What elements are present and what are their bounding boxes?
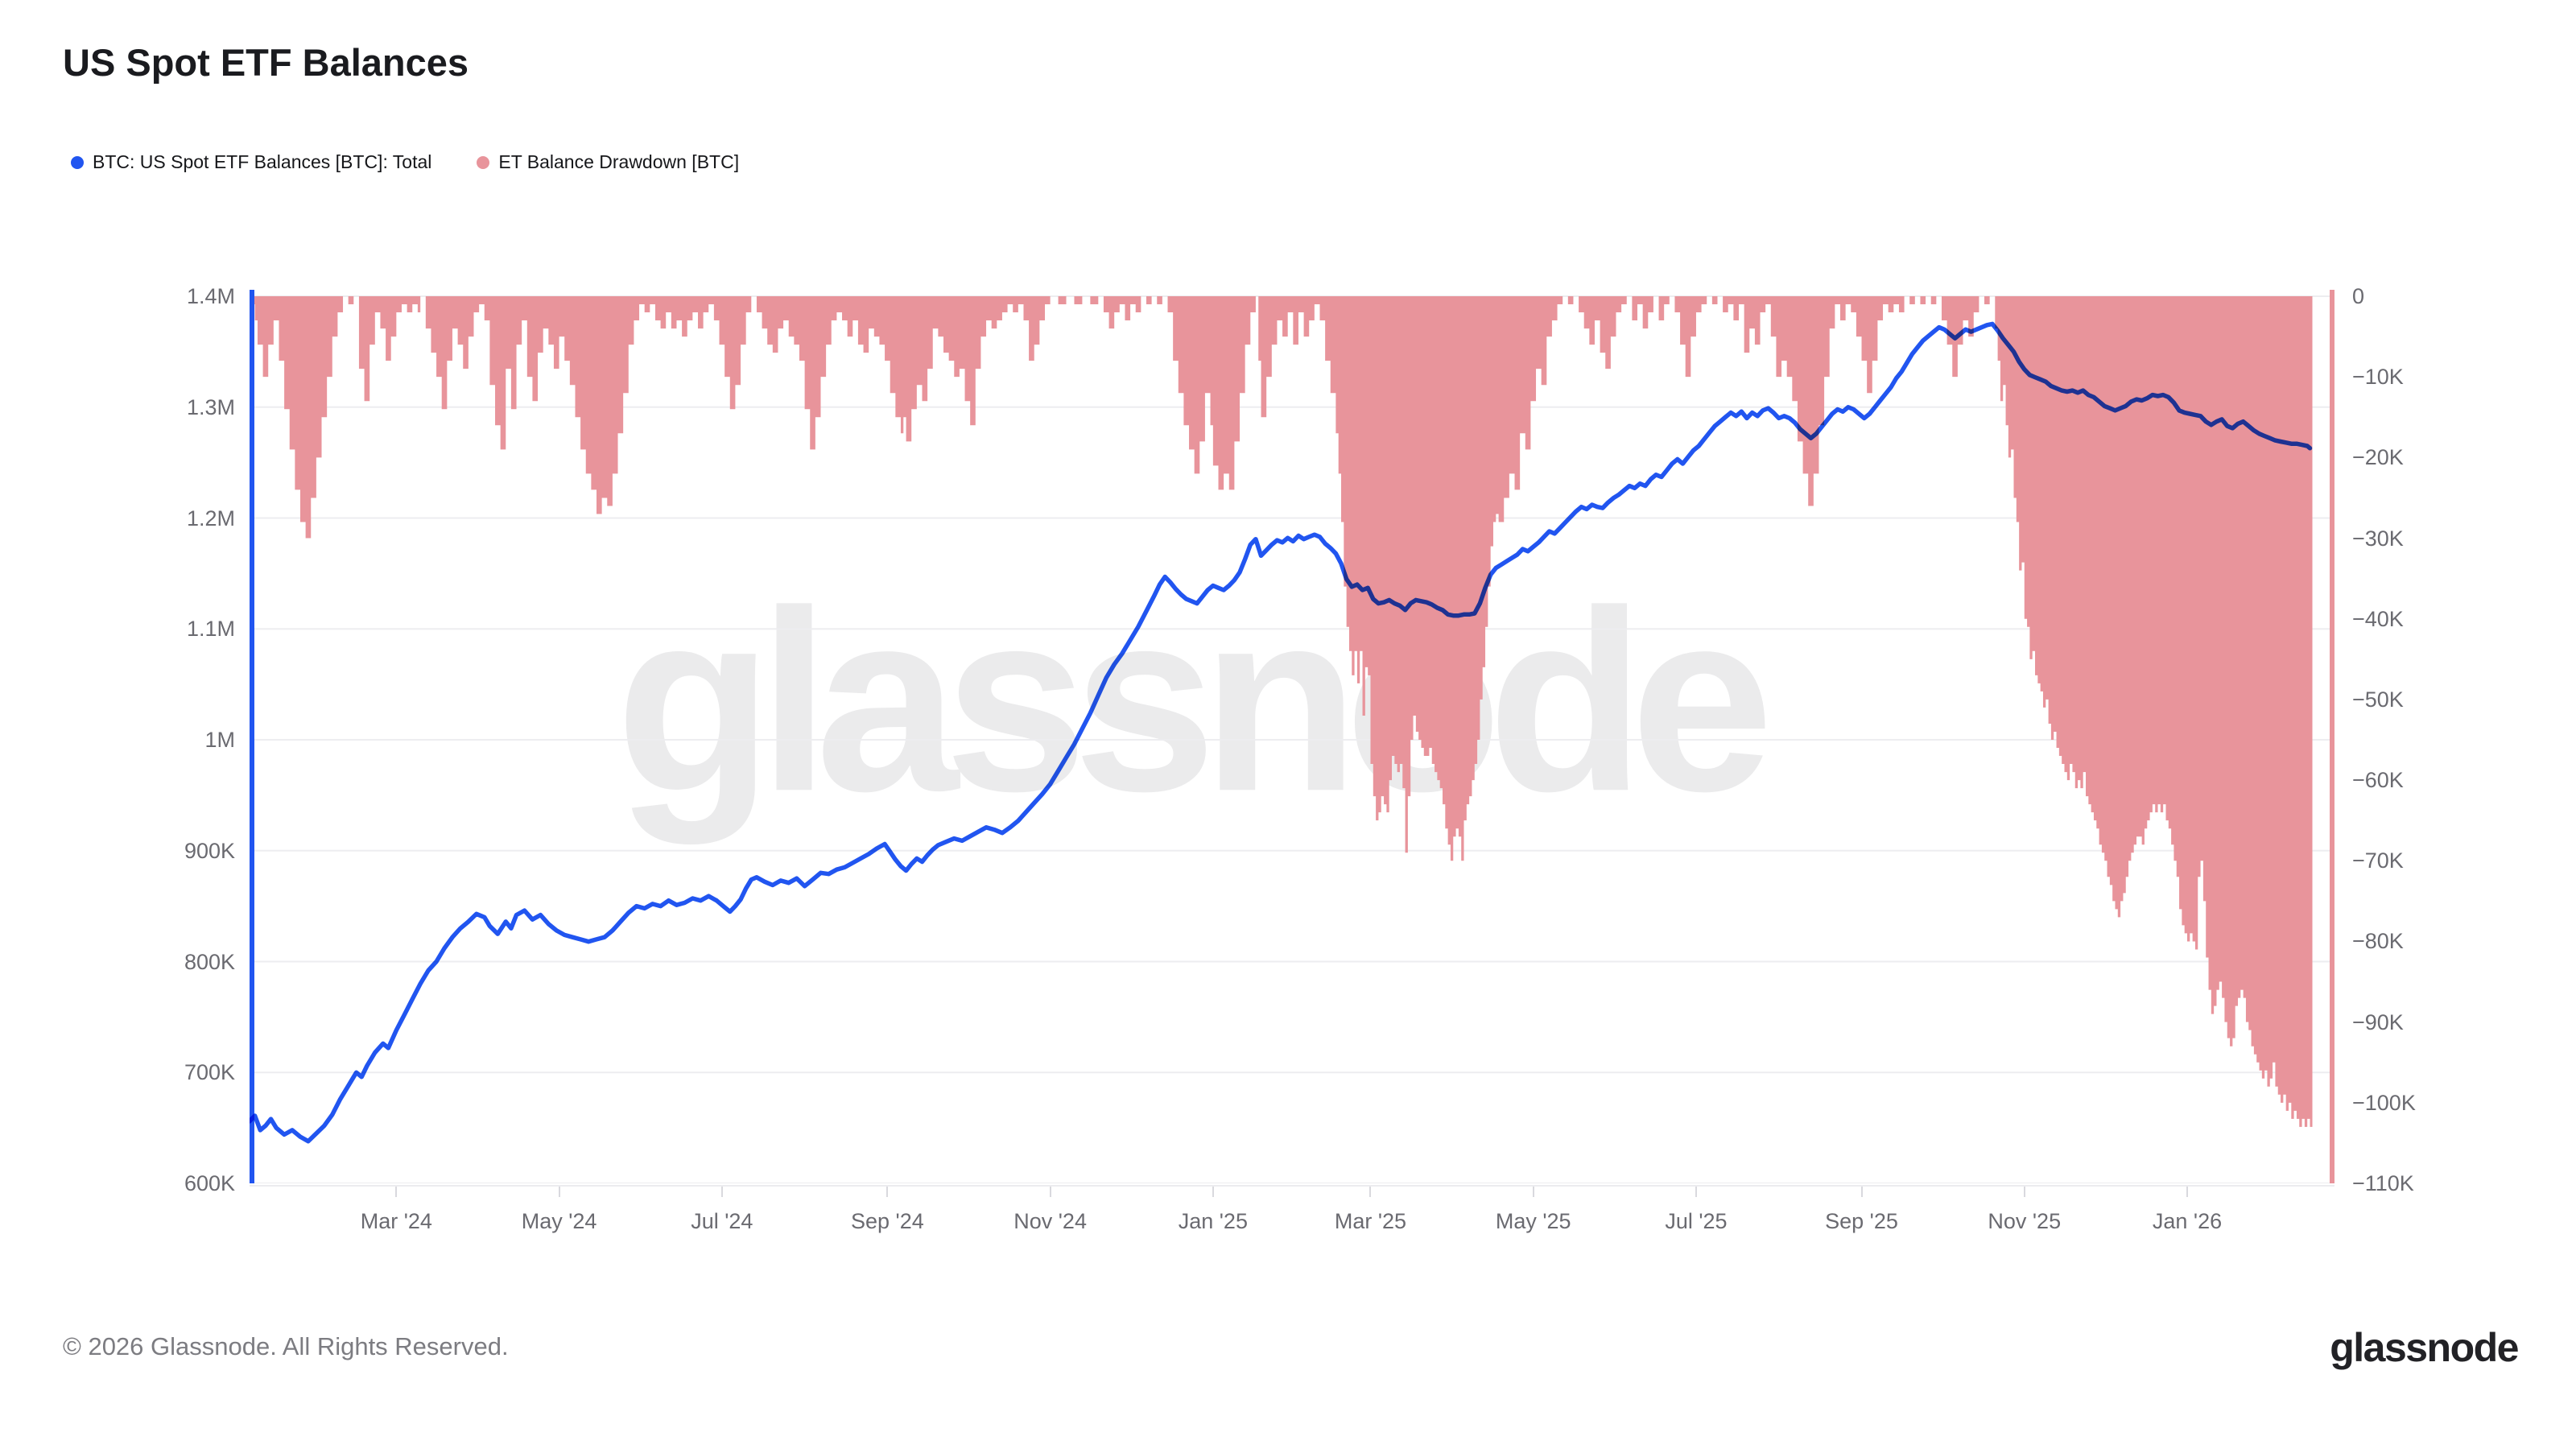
- x-tick-mark: [1369, 1186, 1372, 1197]
- x-tick-label: Sep '24: [851, 1209, 924, 1233]
- y-right-tick-label: 0: [2352, 284, 2365, 308]
- x-axis-line: [250, 1185, 2334, 1187]
- x-tick-label: Jul '24: [691, 1209, 753, 1233]
- y-right-tick-label: −70K: [2352, 848, 2404, 873]
- y-left-tick-label: 1.3M: [186, 394, 235, 419]
- y-right-tick-label: −10K: [2352, 365, 2404, 390]
- y-right-tick-label: −30K: [2352, 526, 2404, 551]
- y-right-tick-label: −60K: [2352, 768, 2404, 793]
- page-title: US Spot ETF Balances: [63, 41, 469, 84]
- y-right-tick-label: −80K: [2352, 929, 2404, 954]
- chart-legend: BTC: US Spot ETF Balances [BTC]: Total E…: [71, 151, 739, 173]
- y-left-tick-label: 800K: [184, 949, 235, 974]
- x-tick-mark: [1860, 1186, 1863, 1197]
- x-tick-mark: [1532, 1186, 1534, 1197]
- x-tick-label: May '24: [521, 1209, 597, 1233]
- y-right-tick-label: −90K: [2352, 1009, 2404, 1034]
- x-tick-mark: [1695, 1186, 1697, 1197]
- x-tick-label: May '25: [1495, 1209, 1571, 1233]
- copyright-text: © 2026 Glassnode. All Rights Reserved.: [63, 1332, 509, 1360]
- x-tick-label: Sep '25: [1825, 1209, 1898, 1233]
- x-tick-label: Jan '26: [2152, 1209, 2223, 1233]
- x-tick-label: Nov '24: [1013, 1209, 1087, 1233]
- x-tick-mark: [1212, 1186, 1214, 1197]
- y-right-tick-label: −110K: [2352, 1171, 2414, 1195]
- y-right-tick-label: −50K: [2352, 687, 2404, 712]
- y-right-tick-label: −20K: [2352, 445, 2404, 470]
- x-tick-mark: [395, 1186, 398, 1197]
- legend-label-drawdown: ET Balance Drawdown [BTC]: [498, 151, 740, 172]
- y-left-tick-label: 600K: [184, 1171, 235, 1195]
- y-left-tick-label: 1M: [204, 728, 235, 752]
- x-tick-mark: [1049, 1186, 1051, 1197]
- y-left-tick-label: 1.4M: [186, 284, 235, 308]
- x-tick-mark: [886, 1186, 889, 1197]
- legend-item-balance[interactable]: BTC: US Spot ETF Balances [BTC]: Total: [71, 151, 431, 173]
- legend-dot-blue-icon: [71, 155, 84, 169]
- y-left-tick-label: 1.2M: [186, 506, 235, 530]
- etf-balances-chart[interactable]: [247, 290, 2334, 1184]
- x-tick-mark: [2186, 1186, 2188, 1197]
- legend-label-balance: BTC: US Spot ETF Balances [BTC]: Total: [93, 151, 432, 172]
- glassnode-logo: glassnode: [2330, 1325, 2519, 1370]
- legend-item-drawdown[interactable]: ET Balance Drawdown [BTC]: [477, 151, 739, 173]
- y-right-tick-label: −100K: [2352, 1090, 2416, 1115]
- x-tick-mark: [720, 1186, 723, 1197]
- x-tick-label: Jul '25: [1665, 1209, 1728, 1233]
- y-right-tick-label: −40K: [2352, 606, 2404, 631]
- x-tick-label: Jan '25: [1178, 1209, 1248, 1233]
- x-tick-mark: [558, 1186, 560, 1197]
- legend-dot-pink-icon: [477, 155, 490, 169]
- x-tick-label: Mar '25: [1334, 1209, 1407, 1233]
- y-left-tick-label: 900K: [184, 838, 235, 863]
- x-tick-label: Mar '24: [360, 1209, 432, 1233]
- y-left-tick-label: 700K: [184, 1060, 235, 1085]
- x-tick-label: Nov '25: [1988, 1209, 2062, 1233]
- x-tick-mark: [2023, 1186, 2025, 1197]
- y-left-tick-label: 1.1M: [186, 617, 235, 642]
